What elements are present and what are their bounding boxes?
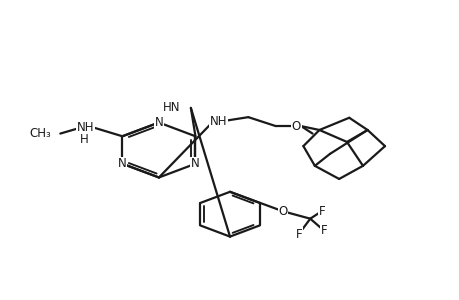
Text: HN: HN — [163, 101, 180, 114]
Text: F: F — [318, 205, 325, 218]
Text: NH: NH — [209, 115, 227, 128]
Text: N: N — [118, 157, 127, 170]
Text: NH: NH — [77, 121, 94, 134]
Text: F: F — [295, 228, 302, 241]
Text: O: O — [278, 205, 287, 218]
Text: N: N — [190, 157, 199, 170]
Text: H: H — [80, 133, 89, 146]
Text: N: N — [154, 116, 163, 129]
Text: O: O — [291, 120, 301, 133]
Text: F: F — [320, 224, 327, 237]
Text: CH₃: CH₃ — [29, 127, 51, 140]
